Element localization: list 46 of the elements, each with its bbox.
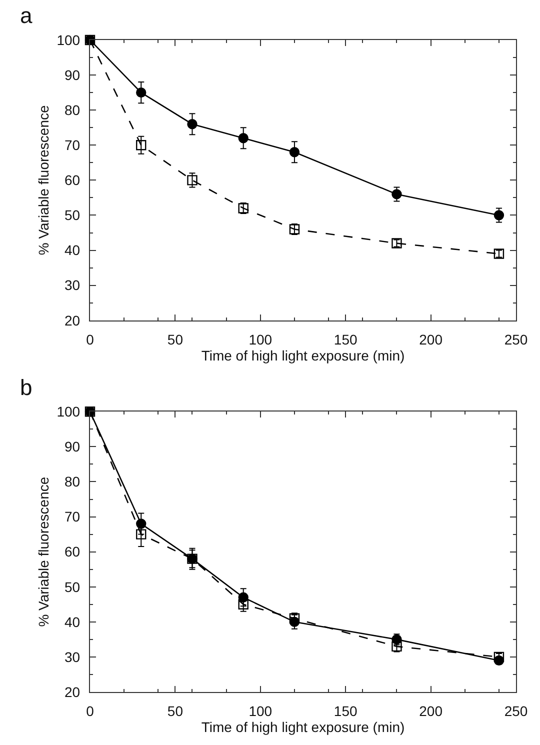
- point: [238, 599, 248, 610]
- y-tick-label: 50: [64, 207, 80, 224]
- chart-title: b: [20, 375, 32, 400]
- y-tick-label: 90: [64, 438, 80, 455]
- y-tick-label: 40: [64, 242, 80, 258]
- y-tick-label: 30: [64, 277, 80, 294]
- point: [392, 189, 402, 200]
- y-tick-label: 60: [64, 544, 80, 560]
- point: [187, 175, 198, 186]
- x-tick-label: 50: [167, 331, 184, 348]
- y-tick-label: 20: [64, 312, 80, 328]
- chart-title: a: [20, 3, 33, 28]
- x-tick-label: 100: [248, 331, 272, 348]
- point: [187, 119, 198, 130]
- y-tick-label: 70: [64, 508, 80, 525]
- x-tick-label: 150: [334, 331, 358, 348]
- x-tick-label: 150: [334, 702, 358, 719]
- y-tick-label: 40: [64, 614, 80, 630]
- x-tick-label: 0: [86, 702, 94, 719]
- y-axis-title: % Variable fluorescence: [35, 476, 52, 627]
- x-tick-label: 200: [419, 331, 443, 348]
- y-axis-title: % Variable fluorescence: [35, 105, 52, 256]
- y-tick-label: 20: [64, 684, 80, 700]
- y-tick-label: 100: [56, 404, 80, 420]
- point: [136, 87, 146, 98]
- point: [238, 133, 248, 144]
- x-tick-label: 250: [504, 331, 528, 348]
- point: [136, 140, 146, 150]
- x-tick-label: 250: [504, 702, 528, 719]
- y-tick-label: 80: [64, 474, 80, 490]
- x-tick-label: 50: [167, 702, 184, 719]
- x-axis-title: Time of high light exposure (min): [201, 719, 405, 736]
- y-tick-label: 100: [56, 32, 80, 48]
- y-tick-label: 30: [64, 648, 80, 665]
- y-tick-label: 90: [64, 66, 80, 83]
- y-tick-label: 60: [64, 172, 80, 188]
- point: [494, 210, 504, 220]
- y-tick-label: 70: [64, 137, 80, 154]
- x-tick-label: 100: [248, 702, 272, 719]
- x-axis-title: Time of high light exposure (min): [201, 348, 405, 364]
- y-tick-label: 80: [64, 102, 80, 118]
- x-tick-label: 200: [419, 702, 443, 719]
- x-tick-label: 0: [86, 331, 94, 348]
- y-tick-label: 50: [64, 578, 80, 595]
- point: [289, 147, 300, 158]
- point: [136, 529, 146, 540]
